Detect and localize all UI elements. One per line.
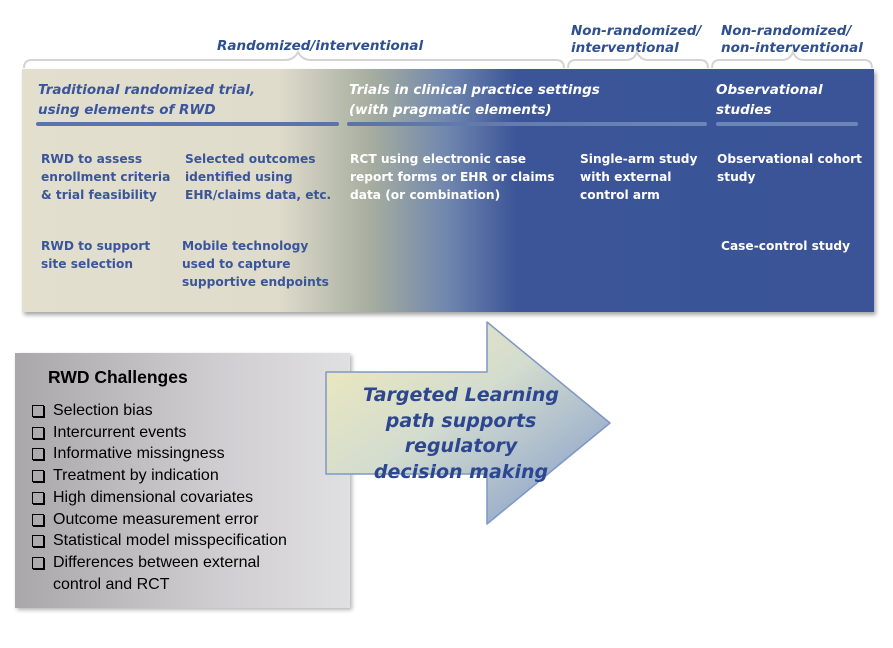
section-title-line: studies <box>716 102 772 118</box>
challenge-text: Treatment by indication <box>53 467 219 485</box>
header-line: non-interventional <box>721 40 863 56</box>
challenge-text: Selection bias <box>53 402 153 419</box>
cell-line: EHR/claims data, etc. <box>185 188 332 202</box>
cell-site-selection: RWD to support site selection <box>41 237 150 273</box>
section-title-observational: Observational studies <box>716 80 823 120</box>
cell-mobile-technology: Mobile technology used to capture suppor… <box>182 237 329 291</box>
challenge-text: Informative missingness <box>53 445 225 463</box>
cell-line: identified using <box>185 170 293 184</box>
challenge-item: Statistical model misspecification <box>31 530 305 552</box>
challenge-item: Informative missingness <box>31 443 305 465</box>
section-rule-traditional <box>36 122 339 126</box>
section-title-traditional: Traditional randomized trial, using elem… <box>38 80 255 120</box>
header-randomized: Randomized/interventional <box>217 38 423 55</box>
arrow-label-line: Targeted Learning <box>363 384 559 406</box>
cell-single-arm: Single-arm study with external control a… <box>580 150 697 204</box>
brace-nonrand-interventional <box>567 49 709 69</box>
checkbox-icon <box>32 470 44 483</box>
cell-line: RWD to support <box>41 239 151 253</box>
study-design-band: Traditional randomized trial, using elem… <box>22 69 874 312</box>
cell-line: Single-arm study <box>580 152 698 166</box>
challenge-text: High dimensional covariates <box>53 488 254 506</box>
cell-line: data (or combination) <box>350 188 501 202</box>
checkbox-icon <box>32 513 44 526</box>
arrow-label-line: path supports regulatory <box>385 409 537 458</box>
checkbox-icon <box>32 535 44 548</box>
cell-observational-cohort: Observational cohort study <box>717 150 862 186</box>
rwd-challenges-title: RWD Challenges <box>48 367 188 387</box>
checkbox-icon <box>32 448 44 461</box>
header-nonrandomized-interventional: Non-randomized/ interventional <box>571 23 701 57</box>
challenge-item: Selection bias <box>31 400 305 422</box>
challenge-item: Intercurrent events <box>31 422 305 444</box>
section-title-line: (with pragmatic elements) <box>349 102 552 118</box>
rwd-challenges-box: RWD Challenges Selection bias Intercurre… <box>15 353 350 608</box>
brace-nonrand-noninterventional <box>711 49 873 69</box>
header-braces <box>23 49 873 69</box>
cell-line: Selected outcomes <box>185 152 316 166</box>
cell-line: RWD to assess <box>41 152 143 166</box>
cell-line: used to capture <box>182 257 291 271</box>
cell-line: report forms or EHR or claims <box>350 170 555 184</box>
cell-line: supportive endpoints <box>182 275 329 289</box>
section-rule-observational <box>716 122 858 126</box>
cell-line: Case-control study <box>721 239 851 253</box>
header-line: interventional <box>571 40 679 56</box>
cell-line: study <box>717 170 756 184</box>
rwd-challenges-list: Selection bias Intercurrent events Infor… <box>31 400 305 595</box>
checkbox-icon <box>32 405 44 417</box>
challenge-item: Outcome measurement error <box>31 509 305 531</box>
cell-case-control: Case-control study <box>721 237 850 255</box>
challenge-item: High dimensional covariates <box>31 487 305 509</box>
arrow-label-line: decision making <box>373 460 549 483</box>
brace-randomized <box>23 49 565 69</box>
section-title-practice: Trials in clinical practice settings (wi… <box>349 80 600 120</box>
header-randomized-text: Randomized/interventional <box>217 38 424 54</box>
header-line: Non-randomized/ <box>721 23 852 39</box>
challenge-text: Intercurrent events <box>53 423 187 441</box>
cell-line: with external <box>580 170 672 184</box>
cell-line: control arm <box>580 188 660 202</box>
cell-line: Observational cohort <box>717 152 862 166</box>
challenge-item: Treatment by indication <box>31 465 305 487</box>
challenge-text: Differences between external control and… <box>53 553 260 593</box>
arrow-label: Targeted Learning path supports regulato… <box>330 383 592 485</box>
arrow-shape <box>325 321 611 525</box>
section-title-line: Observational <box>716 82 823 98</box>
section-title-line: using elements of RWD <box>38 102 216 118</box>
header-line: Non-randomized/ <box>571 23 702 39</box>
challenge-item: Differences between external control and… <box>31 552 305 595</box>
section-title-line: Trials in clinical practice settings <box>349 82 600 98</box>
checkbox-icon <box>32 426 44 439</box>
section-title-line: Traditional randomized trial, <box>38 82 256 98</box>
cell-line: RCT using electronic case <box>350 152 527 166</box>
challenge-text: Outcome measurement error <box>53 510 259 528</box>
cell-line: site selection <box>41 257 134 271</box>
checkbox-icon <box>32 556 44 569</box>
cell-selected-outcomes: Selected outcomes identified using EHR/c… <box>185 150 331 204</box>
cell-line: Mobile technology <box>182 239 309 253</box>
cell-line: enrollment criteria <box>41 170 171 184</box>
cell-line: & trial feasibility <box>41 188 157 202</box>
header-nonrandomized-noninterventional: Non-randomized/ non-interventional <box>721 23 863 57</box>
cell-rct-ehr: RCT using electronic case report forms o… <box>350 150 555 204</box>
section-rule-practice <box>347 122 707 126</box>
challenge-text: Statistical model misspecification <box>53 532 287 550</box>
checkbox-icon <box>32 491 44 504</box>
cell-enrollment-feasibility: RWD to assess enrollment criteria & tria… <box>41 150 170 204</box>
